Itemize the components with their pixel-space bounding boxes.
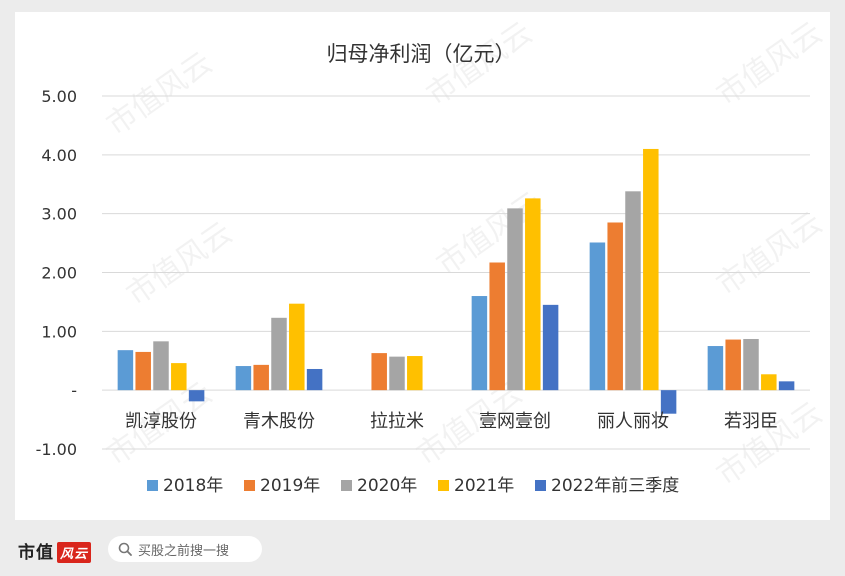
bar: [643, 148, 659, 391]
y-tick-label: 3.00: [41, 205, 77, 224]
legend-label: 2018年: [163, 476, 223, 496]
bar: [743, 338, 759, 391]
watermark-text: 市值风云: [120, 215, 238, 312]
bar: [153, 341, 169, 391]
legend-label: 2022年前三季度: [551, 476, 679, 496]
brand-box: 风云: [57, 542, 92, 563]
bar: [289, 303, 305, 391]
chart-card: 市值风云 市值风云 市值风云 市值风云 市值风云 市值风云 市值风云 市值风云 市值风云 归母净利…: [15, 12, 830, 520]
search-icon: [118, 542, 132, 556]
y-tick-label: 2.00: [41, 264, 77, 283]
watermark-text: 市值风云: [100, 45, 218, 142]
search-text: 买股之前搜一搜: [138, 543, 230, 559]
legend-label: 2021年: [454, 476, 514, 496]
y-tick-label: -: [71, 381, 77, 400]
legend-swatch: [535, 480, 546, 491]
chart-title: 归母净利润（亿元）: [327, 42, 516, 66]
watermark-text: 市值风云: [710, 205, 828, 302]
legend-label: 2019年: [260, 476, 320, 496]
bar: [389, 356, 405, 391]
bar: [117, 350, 134, 391]
brand-logo: 市值 风云: [18, 538, 92, 563]
y-tick-label: 4.00: [41, 146, 77, 165]
bar: [306, 368, 323, 391]
bar: [235, 366, 252, 391]
legend-swatch: [341, 480, 352, 491]
bar: [407, 356, 423, 391]
y-tick-label: -1.00: [36, 440, 77, 459]
x-tick-label: 丽人丽妆: [597, 411, 669, 432]
bar: [188, 390, 205, 402]
legend-swatch: [244, 480, 255, 491]
search-box[interactable]: 买股之前搜一搜: [108, 536, 262, 562]
watermark-text: 市值风云: [710, 395, 828, 492]
bar: [489, 262, 505, 391]
y-tick-label: 5.00: [41, 87, 77, 106]
x-tick-label: 若羽臣: [724, 411, 778, 432]
x-tick-label: 壹网壹创: [479, 411, 551, 432]
legend-swatch: [147, 480, 158, 491]
bar: [507, 208, 523, 391]
bar: [607, 222, 623, 391]
bar: [761, 374, 777, 391]
bar: [271, 317, 287, 391]
bar: [660, 390, 677, 414]
bar: [171, 363, 187, 391]
bar: [471, 296, 488, 391]
bar: [625, 191, 641, 391]
brand-prefix: 市值: [18, 543, 54, 563]
bar: [542, 304, 559, 391]
x-tick-label: 拉拉米: [370, 411, 424, 432]
bar: [707, 346, 724, 391]
bar: [589, 242, 606, 391]
bar: [371, 353, 387, 391]
legend-label: 2020年: [357, 476, 417, 496]
bar: [725, 339, 741, 391]
watermark-text: 市值风云: [710, 15, 828, 112]
bar: [253, 364, 269, 391]
footer: 市值 风云 买股之前搜一搜: [0, 522, 845, 576]
y-tick-label: 1.00: [41, 322, 77, 341]
x-tick-label: 青木股份: [243, 411, 315, 432]
x-tick-label: 凯淳股份: [125, 411, 197, 432]
bar: [525, 198, 541, 391]
bar: [135, 351, 151, 391]
bar: [778, 381, 795, 391]
legend-swatch: [438, 480, 449, 491]
